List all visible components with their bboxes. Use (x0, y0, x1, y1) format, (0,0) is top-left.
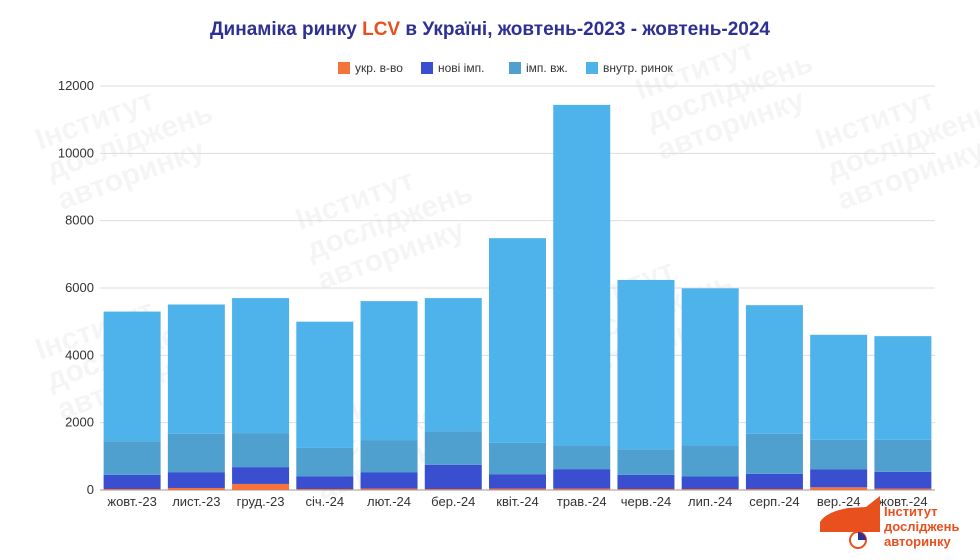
y-tick-label: 0 (87, 482, 94, 497)
title-part-accent: LCV (362, 19, 400, 40)
x-tick-label: черв.-24 (621, 494, 672, 509)
bar-segment (103, 311, 161, 442)
bar-segment (874, 488, 932, 490)
legend-label: внутр. ринок (603, 61, 674, 75)
bar-segment (232, 467, 290, 484)
bar-segment (167, 304, 225, 434)
bar-segment (424, 464, 482, 489)
bar-segment (745, 433, 803, 474)
bar-segment (360, 440, 418, 473)
bar-segment (489, 488, 546, 490)
bar-segment (424, 488, 482, 490)
title-part-1: Динаміка ринку (210, 19, 362, 40)
y-tick-label: 8000 (65, 213, 94, 228)
bar-segment (360, 301, 418, 441)
legend-label: укр. в-во (355, 61, 403, 75)
bar-segment (810, 487, 868, 490)
bar-segment (617, 474, 675, 489)
bar-segment (553, 104, 611, 446)
logo-line-3: авторинку (884, 534, 951, 549)
bar-segment (810, 439, 868, 470)
bar-segment (681, 445, 739, 477)
x-tick-label: груд.-23 (237, 494, 285, 509)
bar-segment (745, 473, 803, 489)
y-axis: 0 2000 4000 6000 8000 10000 12000 (58, 78, 94, 497)
bar-segment (745, 488, 803, 490)
bar-segment (424, 431, 482, 465)
bar-segment (360, 488, 418, 490)
bar-segment (681, 288, 739, 446)
legend-swatch (509, 62, 521, 74)
x-tick-label: трав.-24 (557, 494, 607, 509)
legend-swatch (338, 62, 350, 74)
legend-swatch (421, 62, 433, 74)
bar-segment (553, 469, 611, 489)
y-tick-label: 10000 (58, 145, 94, 160)
logo-line-2: досліджень (884, 519, 960, 534)
bar-segment (424, 298, 482, 432)
bar-segment (681, 488, 739, 490)
x-tick-label: вер.-24 (817, 494, 861, 509)
x-tick-label: квіт.-24 (496, 494, 538, 509)
bar-segment (553, 488, 611, 490)
chart-title: Динаміка ринку LCV в Україні, жовтень-20… (210, 19, 770, 40)
bar-segment (681, 476, 739, 489)
logo-line-1: Інститут (884, 504, 938, 519)
bar-segment (103, 441, 161, 475)
bar-segment (810, 469, 868, 488)
bar-segment (810, 334, 868, 440)
legend: укр. в-во нові імп. імп. вж. внутр. ринок (338, 61, 674, 75)
x-tick-label: серп.-24 (749, 494, 799, 509)
bars (103, 104, 932, 490)
bar-segment (617, 488, 675, 490)
x-tick-label: жовт.-24 (878, 494, 927, 509)
title-part-2: в Україні, жовтень-2023 - жовтень-2024 (400, 19, 770, 40)
bar-segment (103, 488, 161, 490)
y-tick-label: 12000 (58, 78, 94, 93)
x-tick-label: бер.-24 (431, 494, 475, 509)
legend-label: імп. вж. (526, 61, 568, 75)
x-tick-label: лют.-24 (367, 494, 411, 509)
bar-segment (360, 472, 418, 489)
bar-segment (232, 483, 290, 490)
bar-segment (874, 471, 932, 489)
car-logo-icon (820, 496, 880, 549)
bar-segment (489, 442, 546, 475)
bar-segment (874, 336, 932, 440)
bar-segment (296, 321, 354, 448)
y-tick-label: 4000 (65, 347, 94, 362)
bar-segment (296, 447, 354, 477)
bar-segment (617, 449, 675, 475)
bar-segment (167, 487, 225, 490)
bar-segment (232, 298, 290, 434)
x-axis: жовт.-23 лист.-23 груд.-23 січ.-24 лют.-24 бе… (107, 494, 927, 509)
x-tick-label: жовт.-23 (107, 494, 156, 509)
x-tick-label: лип.-24 (688, 494, 732, 509)
bar-segment (103, 474, 161, 489)
x-tick-label: лист.-23 (172, 494, 220, 509)
x-tick-label: січ.-24 (306, 494, 345, 509)
logo: Інститут досліджень авторинку (820, 496, 960, 549)
legend-swatch (586, 62, 598, 74)
bar-segment (874, 439, 932, 472)
bar-segment (167, 472, 225, 488)
bar-segment (296, 476, 354, 489)
bar-segment (489, 238, 546, 443)
bar-segment (745, 305, 803, 434)
legend-label: нові імп. (438, 61, 484, 75)
bar-segment (553, 445, 611, 470)
y-tick-label: 6000 (65, 280, 94, 295)
bar-segment (232, 433, 290, 468)
y-tick-label: 2000 (65, 415, 94, 430)
bar-segment (167, 433, 225, 473)
bar-segment (617, 279, 675, 450)
bar-segment (489, 474, 546, 489)
bar-segment (296, 488, 354, 490)
